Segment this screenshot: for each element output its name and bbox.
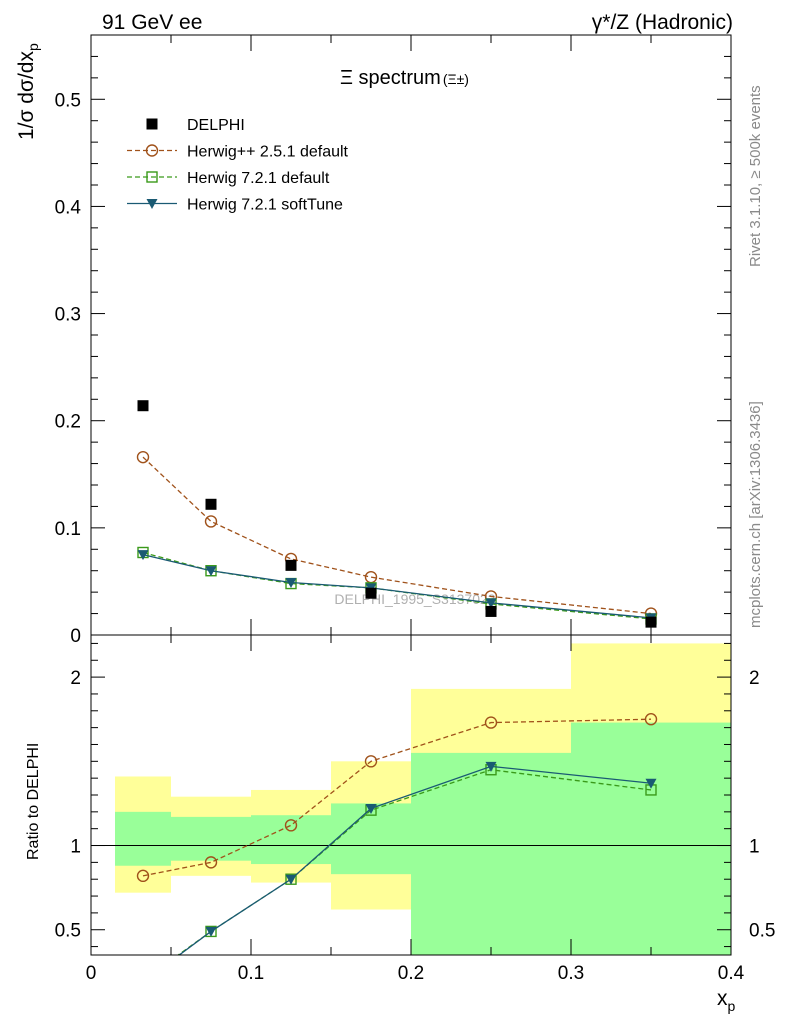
x-axis-label-sub: p bbox=[728, 998, 736, 1014]
top-softtune-point bbox=[285, 578, 297, 588]
ratio-herwigpp-point bbox=[484, 716, 498, 729]
top-panel-marks bbox=[136, 400, 658, 628]
ratio-y-axis-label: Ratio to DELPHI bbox=[25, 743, 42, 860]
top-y-axis-label-main: 1/σ dσ/dx bbox=[15, 51, 38, 140]
chart-title-main: Ξ spectrum bbox=[340, 67, 441, 89]
top-herwigpp-point bbox=[204, 515, 218, 528]
ratio-y-tick-label-right: 1 bbox=[749, 837, 760, 858]
x-tick-label: 0.1 bbox=[238, 963, 264, 984]
top-data-point bbox=[645, 616, 657, 628]
top-y-tick-label: 0 bbox=[70, 626, 81, 647]
x-tick-label: 0.2 bbox=[398, 963, 424, 984]
top-softtune-line bbox=[142, 554, 652, 619]
ratio-herwigpp-line bbox=[142, 718, 652, 877]
ratio-band-inner bbox=[171, 816, 251, 861]
x-tick-label: 0 bbox=[86, 963, 97, 984]
ratio-softtune-point bbox=[485, 761, 497, 772]
legend-herwig721-label: Herwig 7.2.1 default bbox=[187, 170, 330, 187]
ratio-herwigpp-point bbox=[136, 869, 150, 883]
top-data-point bbox=[485, 605, 497, 617]
x-tick-label: 0.4 bbox=[718, 963, 745, 984]
x-tick-label: 0.3 bbox=[558, 963, 584, 984]
top-y-tick-label: 0.3 bbox=[55, 305, 81, 326]
ratio-panel-ticks: 0.5 0.5 1 1 2 2 0 0.1 0.2 0.3 0.4 bbox=[55, 635, 775, 984]
ratio-band-inner bbox=[571, 722, 731, 955]
x-axis-label: xp bbox=[717, 987, 736, 1014]
rivet-version-label: Rivet 3.1.10, ≥ 500k events bbox=[747, 85, 764, 267]
top-herwigpp-line bbox=[142, 456, 652, 615]
top-data-point bbox=[365, 587, 377, 599]
ratio-band-inner bbox=[251, 815, 331, 865]
ratio-softtune-line bbox=[178, 765, 652, 955]
ratio-softtune-point bbox=[138, 977, 149, 987]
legend-data-label: DELPHI bbox=[187, 117, 245, 134]
x-axis-label-main: x bbox=[717, 987, 728, 1010]
legend-softtune-marker bbox=[146, 199, 158, 209]
ratio-herwigpp-point bbox=[284, 819, 298, 832]
top-softtune-point bbox=[485, 598, 497, 609]
ratio-band-inner bbox=[411, 752, 571, 955]
ratio-bands bbox=[115, 643, 731, 955]
top-y-tick-label: 0.4 bbox=[55, 197, 82, 218]
ratio-herwig721-point bbox=[138, 975, 148, 985]
top-data-point bbox=[137, 400, 149, 412]
top-softtune-point bbox=[205, 566, 217, 577]
top-y-tick-label: 0.2 bbox=[55, 412, 81, 433]
top-data-point bbox=[205, 498, 217, 510]
top-y-axis-label-sub: p bbox=[25, 43, 41, 51]
ratio-y-tick-label: 0.5 bbox=[55, 921, 81, 942]
ratio-y-tick-label: 2 bbox=[70, 668, 81, 689]
legend-herwigpp-marker bbox=[145, 144, 159, 157]
legend: DELPHI Herwig++ 2.5.1 default Herwig 7.2.1… bbox=[127, 117, 349, 214]
ratio-herwigpp-point bbox=[364, 755, 378, 768]
legend-data-marker bbox=[146, 118, 158, 130]
top-panel-ticks: 0 0.1 0.2 0.3 0.4 0.5 bbox=[55, 35, 732, 647]
legend-herwigpp-label: Herwig++ 2.5.1 default bbox=[187, 144, 349, 161]
top-y-tick-label: 0.5 bbox=[55, 90, 81, 111]
chart-title: Ξ spectrum (Ξ±) bbox=[340, 67, 469, 89]
top-herwig721-line bbox=[142, 551, 652, 620]
ratio-y-tick-label: 1 bbox=[70, 837, 81, 858]
mcplots-credit-label: mcplots.cern.ch [arXiv:1306.3436] bbox=[747, 401, 764, 628]
legend-herwig721-marker bbox=[146, 171, 158, 183]
top-y-tick-label: 0.1 bbox=[55, 519, 81, 540]
ratio-y-tick-label-right: 2 bbox=[749, 668, 760, 689]
top-softtune-point bbox=[137, 550, 149, 561]
header-right: γ*/Z (Hadronic) bbox=[592, 11, 733, 34]
ratio-herwigpp-point bbox=[204, 856, 218, 869]
header-left: 91 GeV ee bbox=[102, 11, 202, 34]
ratio-band-inner bbox=[115, 811, 171, 866]
top-y-axis-label: 1/σ dσ/dxp bbox=[15, 43, 41, 140]
ratio-softtune-point bbox=[285, 874, 297, 885]
ratio-softtune-point bbox=[645, 778, 657, 789]
chart-title-suffix: (Ξ±) bbox=[443, 71, 469, 87]
ratio-herwigpp-point bbox=[644, 713, 658, 726]
legend-softtune-label: Herwig 7.2.1 softTune bbox=[187, 197, 343, 214]
ratio-softtune-point bbox=[365, 803, 377, 814]
ratio-band-inner bbox=[331, 803, 411, 875]
ratio-panel-marks bbox=[136, 713, 658, 987]
top-herwigpp-point bbox=[136, 450, 150, 464]
top-data-point bbox=[285, 559, 297, 571]
ratio-y-tick-label-right: 0.5 bbox=[749, 921, 775, 942]
ratio-softtune-point bbox=[205, 926, 217, 937]
